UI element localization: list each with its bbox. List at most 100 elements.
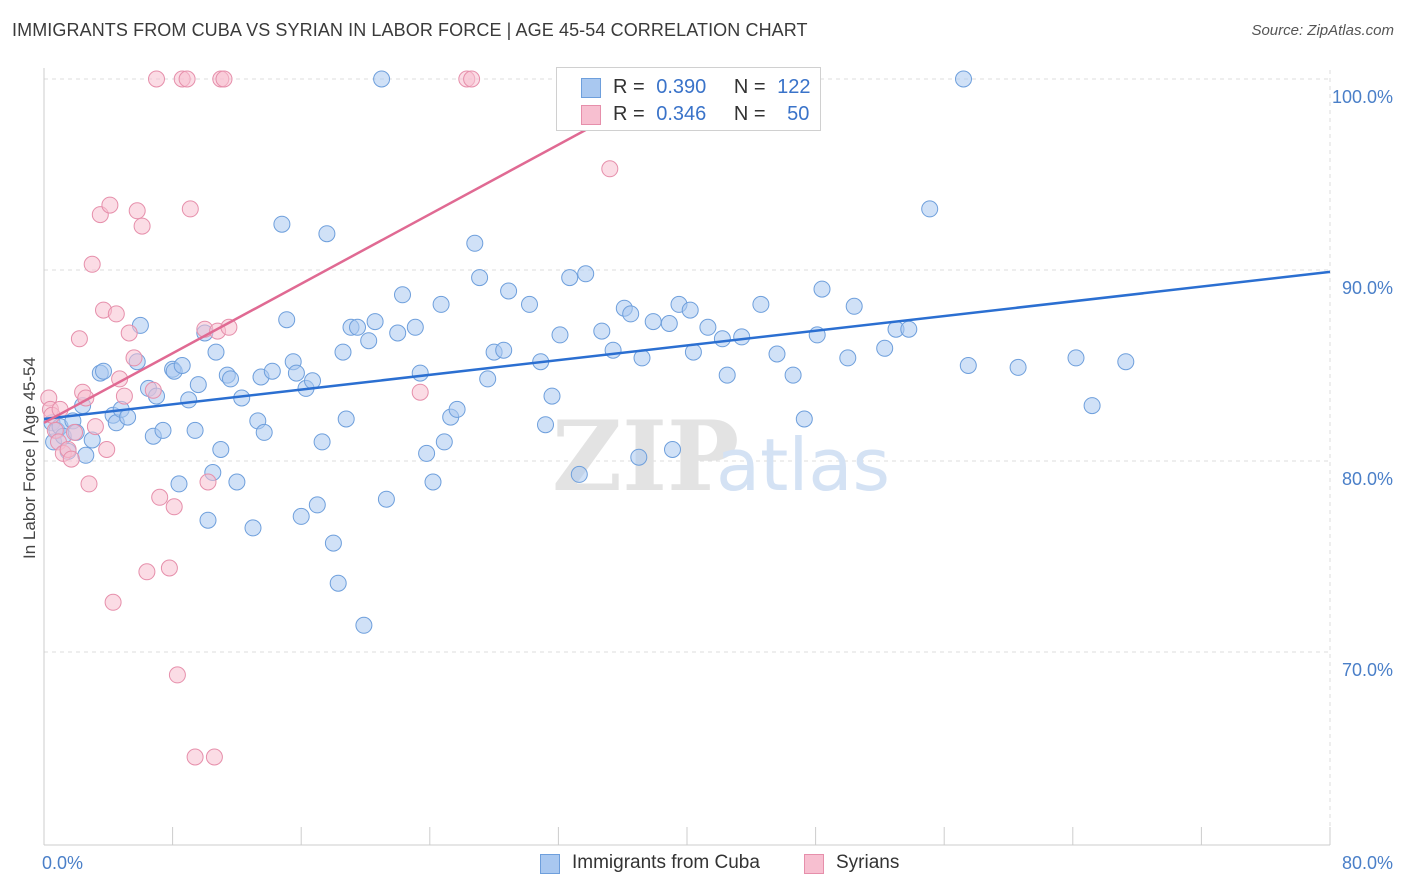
point-cuba: [406, 318, 424, 336]
point-cuba: [366, 313, 384, 331]
point-cuba: [292, 507, 310, 525]
point-syrians: [199, 473, 217, 491]
y-tick-label: 90.0%: [1342, 278, 1393, 298]
point-cuba: [660, 315, 678, 332]
point-cuba: [699, 318, 717, 336]
point-syrians: [165, 498, 183, 516]
point-cuba: [244, 519, 262, 537]
point-syrians: [151, 488, 169, 506]
point-cuba: [228, 473, 246, 491]
point-cuba: [664, 441, 681, 458]
point-cuba: [644, 313, 662, 331]
axes: [43, 68, 1331, 846]
r-label: R =: [613, 76, 645, 98]
r-value: 0.346: [656, 103, 707, 125]
point-cuba: [1009, 358, 1027, 376]
point-cuba: [570, 465, 588, 483]
point-syrians: [62, 450, 80, 468]
n-label: N =: [733, 76, 766, 98]
point-cuba: [543, 387, 561, 405]
point-cuba: [630, 448, 648, 466]
cuba-legend-label: Immigrants from Cuba: [572, 852, 760, 873]
point-syrians: [101, 196, 119, 214]
chart-source: Source: ZipAtlas.com: [1251, 22, 1394, 39]
point-cuba: [212, 441, 230, 458]
point-cuba: [349, 318, 366, 336]
point-cuba: [170, 475, 188, 493]
point-cuba: [308, 496, 326, 514]
point-cuba: [180, 391, 198, 409]
point-cuba: [373, 70, 391, 88]
chart-title: IMMIGRANTS FROM CUBA VS SYRIAN IN LABOR …: [12, 20, 808, 40]
point-cuba: [337, 410, 355, 428]
point-cuba: [784, 366, 802, 384]
point-syrians: [160, 559, 178, 577]
point-syrians: [144, 381, 162, 399]
point-cuba: [173, 357, 191, 374]
point-cuba: [355, 616, 373, 634]
point-cuba: [435, 433, 453, 451]
n-label: N =: [733, 103, 766, 125]
point-syrians: [70, 330, 88, 348]
point-cuba: [263, 362, 281, 380]
point-cuba: [424, 473, 442, 491]
point-cuba: [313, 433, 331, 451]
cuba-legend-swatch: [540, 854, 560, 874]
point-cuba: [959, 357, 977, 374]
point-syrians: [128, 202, 146, 220]
point-cuba: [199, 511, 217, 529]
point-cuba: [921, 200, 939, 218]
point-cuba: [360, 332, 378, 350]
point-cuba: [377, 490, 395, 508]
y-axis-title: In Labor Force | Age 45-54: [20, 357, 39, 559]
point-cuba: [119, 408, 137, 426]
point-cuba: [733, 328, 751, 346]
y-tick-label: 70.0%: [1342, 660, 1393, 680]
point-cuba: [521, 295, 538, 313]
point-cuba: [273, 215, 291, 233]
point-cuba: [287, 364, 305, 382]
point-syrians: [138, 563, 156, 581]
point-syrians: [186, 748, 204, 766]
point-cuba: [334, 343, 352, 361]
point-cuba: [900, 320, 918, 338]
trendline-syrians: [43, 74, 688, 424]
y-tick-label: 100.0%: [1332, 87, 1393, 107]
point-syrians: [120, 324, 138, 342]
point-syrians: [411, 383, 429, 401]
point-cuba: [561, 269, 579, 287]
point-cuba: [839, 349, 857, 367]
x-tick-label: 0.0%: [42, 853, 83, 873]
point-syrians: [98, 441, 116, 458]
point-syrians: [148, 70, 165, 88]
point-syrians: [133, 217, 151, 235]
point-cuba: [495, 341, 513, 359]
point-cuba: [255, 423, 273, 441]
r-value: 0.390: [656, 76, 707, 98]
point-cuba: [593, 322, 611, 340]
n-value: 122: [777, 76, 811, 98]
point-cuba: [537, 416, 554, 434]
axis-labels: 70.0% 80.0% 90.0% 100.0% 0.0% 80.0% In Labor F…: [20, 87, 1393, 873]
point-cuba: [95, 362, 112, 380]
point-cuba: [1117, 353, 1135, 371]
point-cuba: [500, 282, 518, 300]
point-syrians: [115, 387, 133, 405]
point-cuba: [278, 311, 296, 329]
point-syrians: [181, 200, 199, 218]
point-syrians: [86, 418, 104, 436]
point-cuba: [551, 326, 569, 344]
point-syrians: [104, 593, 122, 611]
point-cuba: [577, 265, 595, 283]
point-syrians: [125, 349, 143, 367]
point-cuba: [466, 234, 484, 252]
point-syrians: [66, 423, 83, 441]
point-cuba: [622, 305, 640, 323]
y-tick-label: 80.0%: [1342, 469, 1393, 489]
trendline-cuba: [43, 270, 1331, 421]
n-value: 50: [787, 103, 810, 125]
point-cuba: [324, 534, 342, 552]
point-cuba: [207, 343, 225, 361]
point-cuba: [1083, 397, 1101, 415]
